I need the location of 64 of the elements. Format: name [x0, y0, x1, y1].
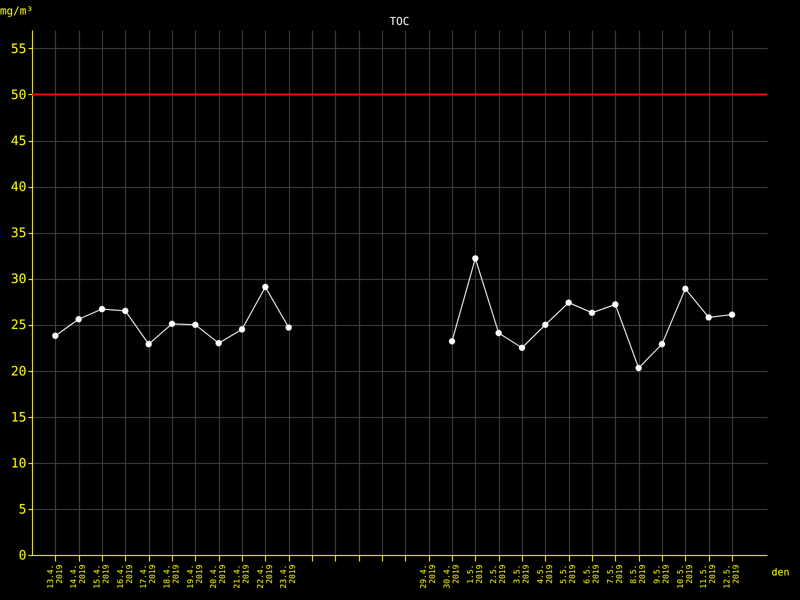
point	[238, 326, 246, 332]
y-tick-label: 10	[10, 456, 26, 472]
point	[286, 324, 292, 331]
point	[98, 306, 106, 312]
y-tick-label: 50	[10, 88, 26, 103]
point	[168, 320, 176, 327]
y-tick-label: 5	[18, 502, 26, 518]
x-tick-label: 29.4. 2019	[419, 564, 438, 589]
x-tick-label: 14.4. 2019	[69, 564, 88, 589]
x-tick-label: 8.5. 2019	[629, 564, 648, 584]
point	[496, 330, 502, 336]
point	[76, 316, 82, 322]
x-tick-label: 10.5. 2019	[676, 564, 694, 589]
point	[262, 284, 268, 290]
x-tick-label: 13.4. 2019	[46, 564, 64, 589]
y-tick-label: 15	[10, 410, 26, 426]
y-tick-label: 25	[10, 318, 26, 334]
x-tick-label: 4.5. 2019	[536, 564, 554, 584]
point	[636, 364, 642, 372]
x-tick-label: 11.5. 2019	[699, 564, 718, 589]
x-tick-label: 15.4. 2019	[92, 564, 110, 589]
x-tick-label: 19.4. 2019	[186, 564, 204, 589]
x-tick-label: 5.5. 2019	[559, 564, 578, 584]
point	[472, 255, 478, 262]
point	[588, 310, 596, 316]
x-tick-label: 2.5. 2019	[489, 564, 508, 584]
point	[146, 340, 152, 348]
point	[192, 322, 198, 328]
y-tick-label: 20	[10, 364, 26, 380]
point	[52, 332, 58, 339]
point	[448, 338, 456, 344]
x-tick-label: 16.4. 2019	[116, 564, 134, 589]
y-tick-label: 45	[10, 134, 26, 150]
point	[518, 344, 526, 351]
point	[216, 340, 222, 346]
x-tick-label: 1.5. 2019	[466, 564, 484, 584]
y-tick-label: 0	[18, 548, 26, 564]
x-tick-label: 23.4. 2019	[279, 564, 298, 589]
chart-title: TOC	[390, 15, 410, 28]
point	[566, 299, 572, 306]
x-tick-label: 30.4. 2019	[442, 564, 460, 589]
point	[728, 311, 736, 318]
point	[612, 301, 618, 308]
x-tick-label: 20.4. 2019	[209, 564, 228, 589]
y-axis-title: mg/m³	[0, 4, 34, 18]
x-tick-label: 21.4. 2019	[232, 564, 250, 589]
point	[706, 314, 712, 321]
y-tick-label: 35	[10, 226, 26, 242]
y-tick-label: 55	[10, 42, 26, 57]
x-axis-title: den	[772, 568, 790, 578]
x-tick-label: 18.4. 2019	[162, 564, 180, 589]
point	[542, 322, 548, 328]
x-tick-label: 7.5. 2019	[606, 564, 624, 584]
y-tick-label: 40	[10, 180, 26, 196]
x-tick-label: 17.4. 2019	[139, 564, 158, 589]
point	[658, 340, 666, 348]
point	[122, 308, 128, 314]
x-tick-label: 6.5. 2019	[582, 564, 600, 584]
x-tick-label: 22.4. 2019	[256, 564, 274, 589]
point	[682, 286, 688, 292]
x-tick-label: 3.5. 2019	[512, 564, 530, 584]
y-tick-label: 30	[10, 272, 26, 288]
x-tick-label: 12.5. 2019	[722, 564, 740, 589]
x-tick-label: 9.5. 2019	[652, 564, 670, 584]
